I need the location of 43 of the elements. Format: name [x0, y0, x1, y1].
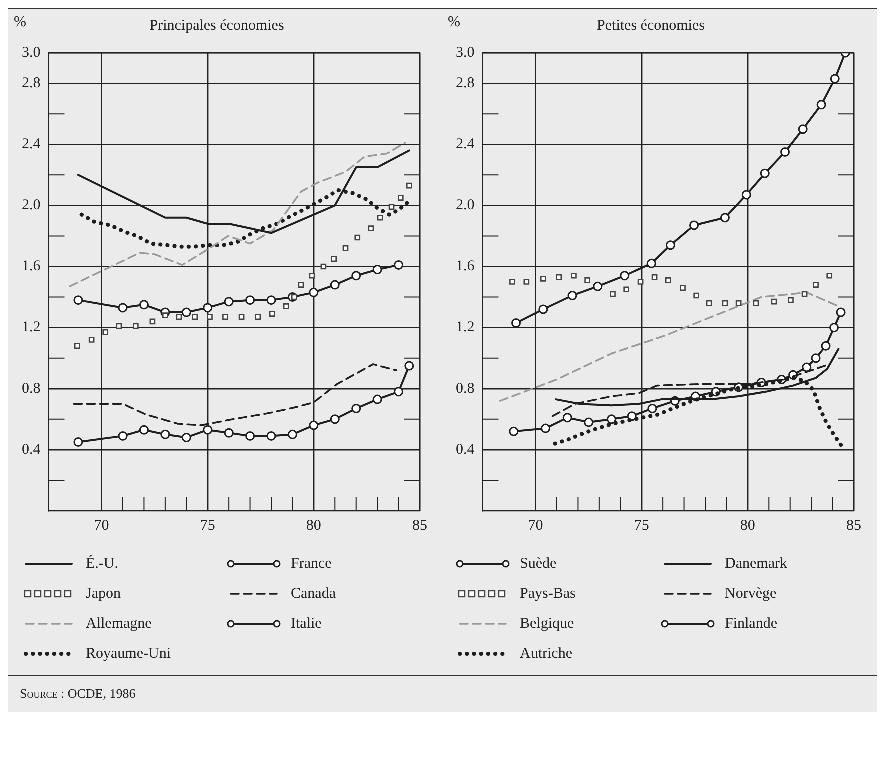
x-tick-label: 70: [528, 518, 544, 534]
y-tick-label: 2.8: [456, 75, 475, 92]
x-tick-label: 85: [412, 518, 428, 534]
legend-label: Belgique: [520, 616, 574, 632]
legend-label: Danemark: [725, 556, 788, 572]
legend-label: É.-U.: [86, 556, 118, 572]
x-tick-label: 70: [94, 518, 110, 534]
legend-label: Italie: [291, 616, 322, 632]
legend-label: Suède: [520, 556, 557, 572]
legend-label: Japon: [86, 586, 121, 602]
y-tick-label: 2.4: [22, 136, 42, 153]
legend-label: Allemagne: [86, 616, 152, 632]
y-tick-label: 1.2: [456, 320, 475, 336]
y-tick-label: 3.0: [22, 44, 41, 61]
y-tick-label: 2.8: [22, 75, 41, 92]
x-tick-label: 80: [306, 518, 322, 534]
y-tick-label: 2.0: [22, 198, 41, 214]
legend-label: Royaume-Uni: [86, 646, 171, 662]
y-axis-title: %: [14, 14, 26, 30]
y-axis-title: %: [448, 14, 460, 30]
y-tick-label: 3.0: [456, 44, 475, 61]
legend-label: Norvège: [725, 586, 777, 602]
y-tick-label: 1.2: [22, 320, 41, 336]
y-tick-label: 0.4: [456, 442, 476, 458]
y-tick-label: 1.6: [456, 258, 476, 275]
y-tick-label: 0.8: [22, 380, 41, 397]
legend-label: France: [291, 556, 332, 572]
legend-label: Finlande: [725, 616, 778, 632]
chart-title: Principales économies: [150, 18, 284, 34]
y-tick-label: 2.0: [456, 198, 475, 214]
x-tick-label: 75: [634, 518, 650, 534]
source-note: Source : OCDE, 1986: [20, 686, 137, 702]
y-tick-label: 2.4: [456, 136, 476, 153]
x-tick-label: 85: [846, 518, 862, 534]
chart-title: Petites économies: [597, 18, 706, 34]
x-tick-label: 75: [200, 518, 216, 534]
y-tick-label: 0.8: [456, 380, 475, 397]
x-tick-label: 80: [740, 518, 756, 534]
y-tick-label: 1.6: [22, 258, 42, 275]
legend-label: Pays-Bas: [520, 586, 576, 602]
legend-label: Autriche: [520, 646, 572, 662]
y-tick-label: 0.4: [22, 442, 42, 458]
legend-label: Canada: [291, 586, 336, 602]
